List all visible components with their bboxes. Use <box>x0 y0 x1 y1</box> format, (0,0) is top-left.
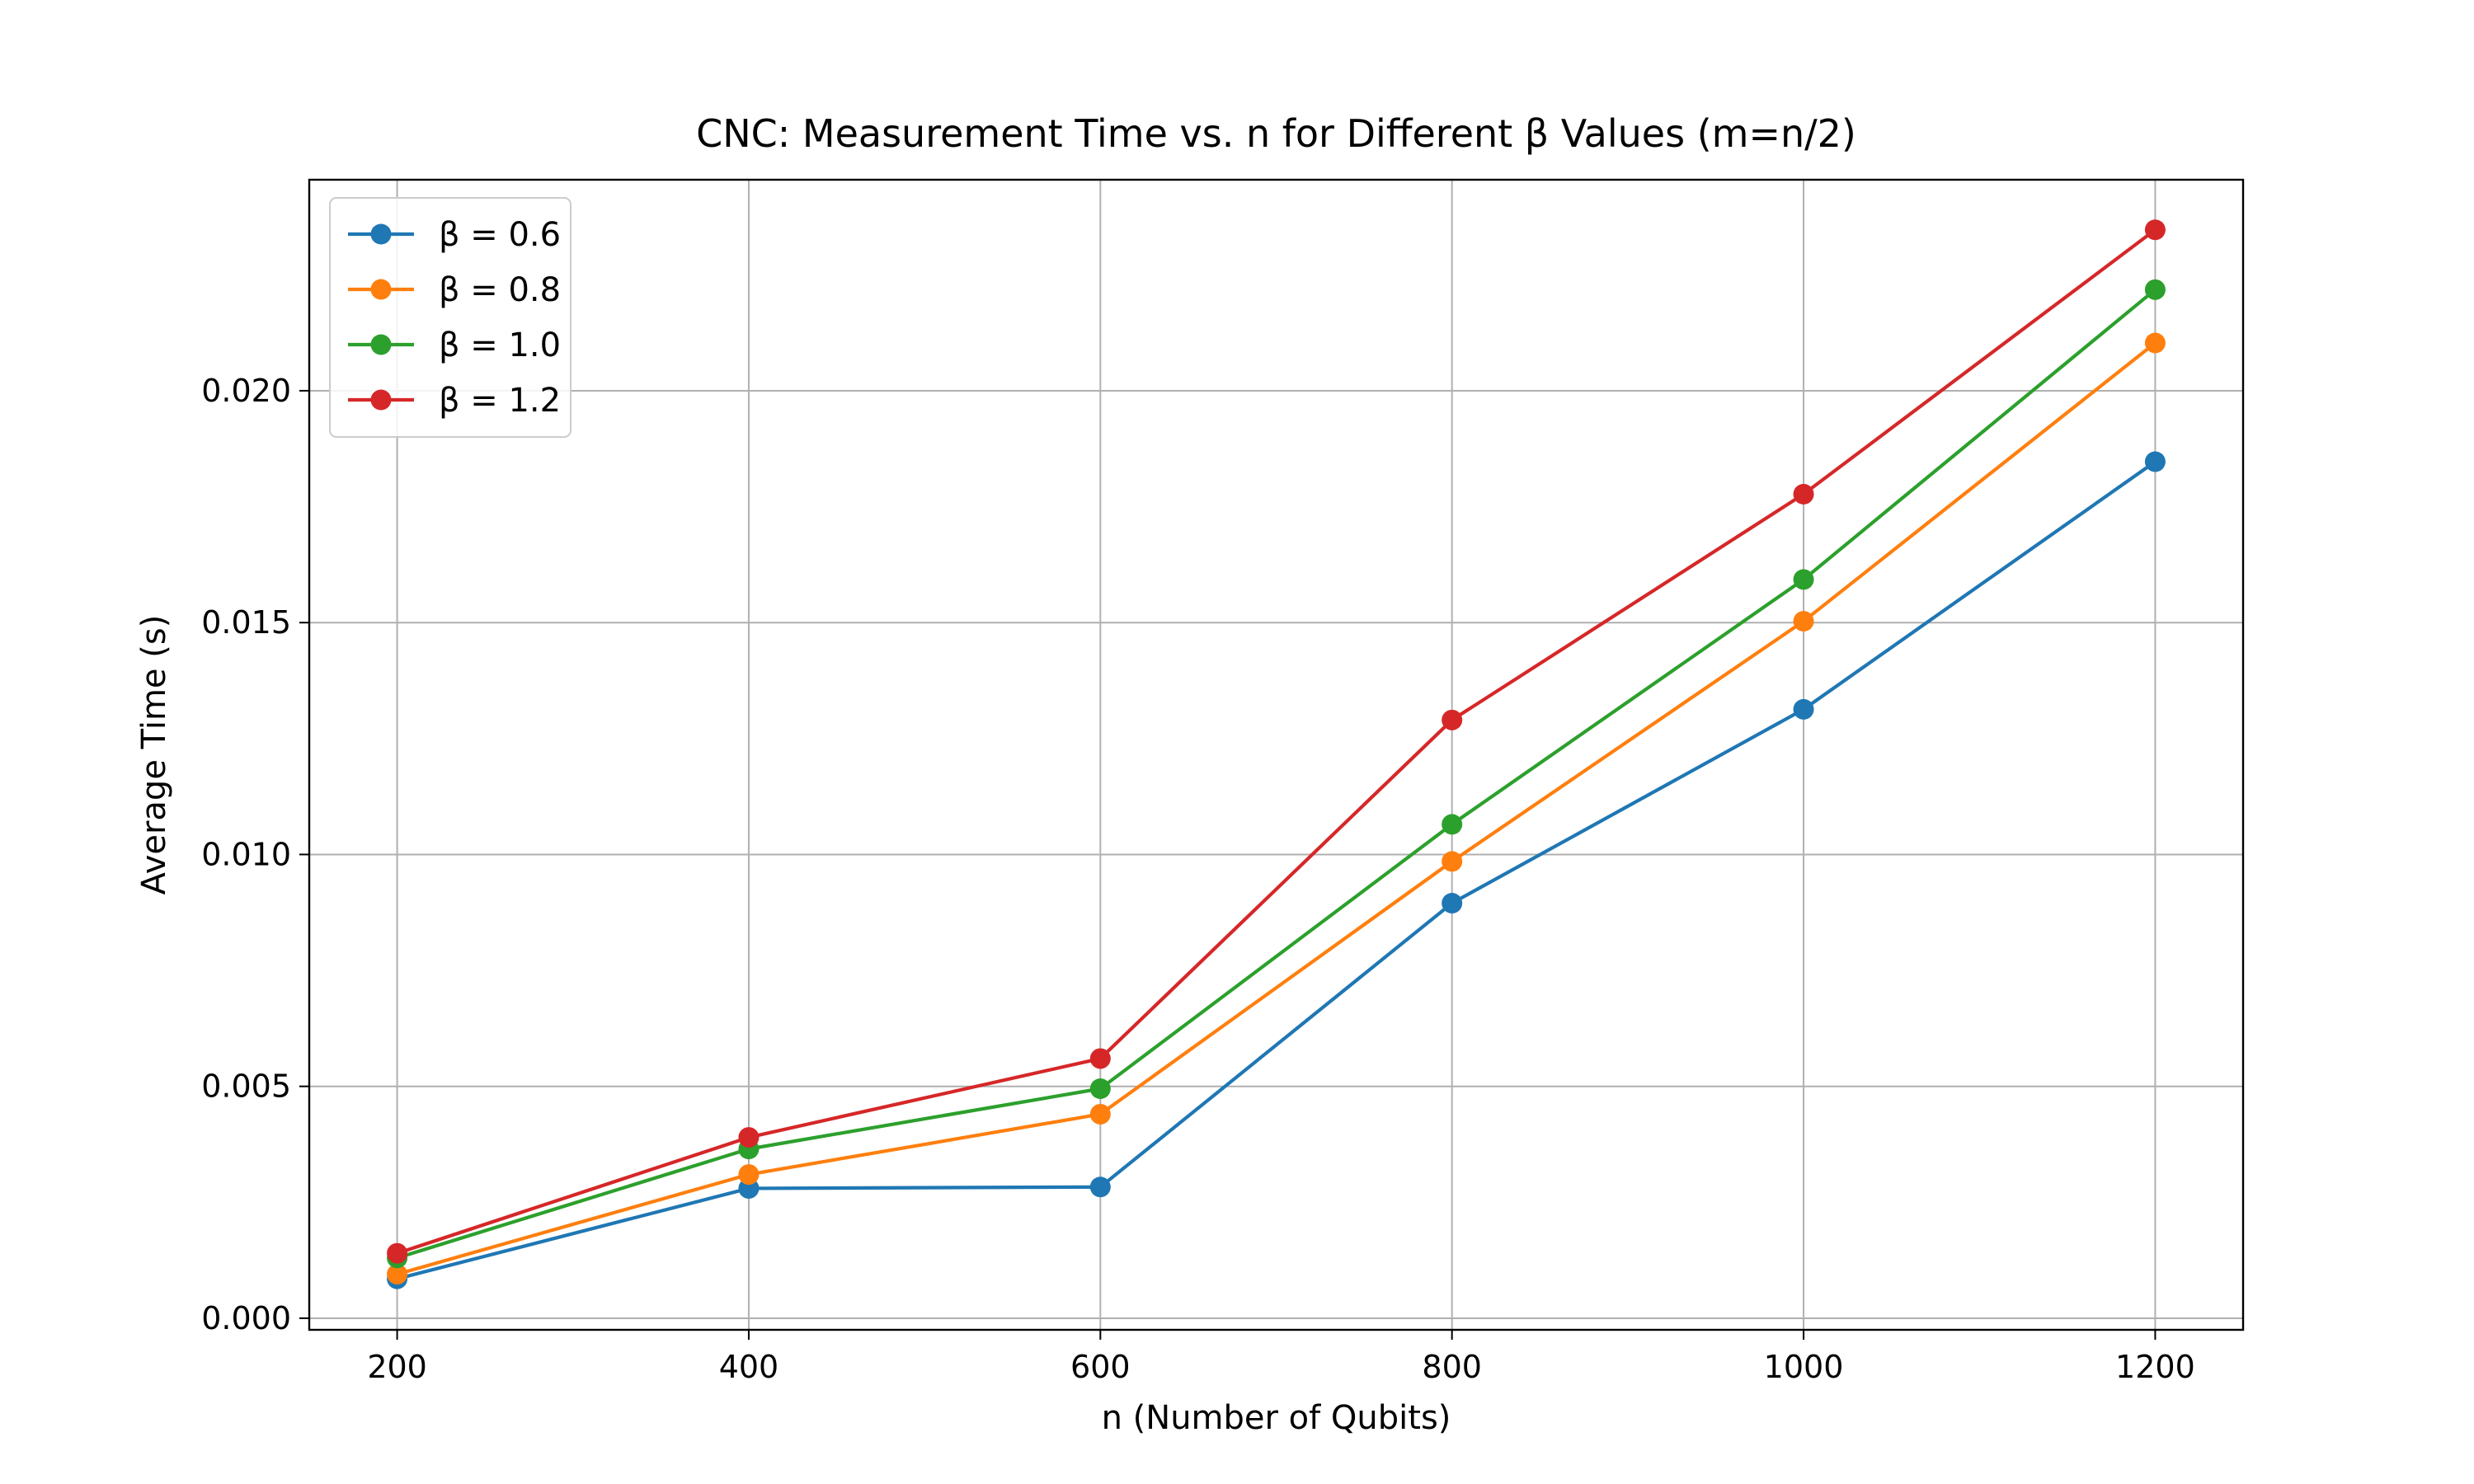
y-tick-label: 0.010 <box>201 836 291 872</box>
data-point <box>387 1264 408 1284</box>
plot-frame <box>308 178 2245 1331</box>
legend-item: β = 1.0 <box>348 326 561 364</box>
data-point <box>1442 709 1463 730</box>
data-point <box>1089 1103 1111 1125</box>
series-line <box>396 288 2157 1260</box>
y-axis-label: Average Time (s) <box>135 615 173 895</box>
x-tick-label: 400 <box>719 1349 779 1385</box>
data-point <box>2144 332 2166 354</box>
x-tick-label: 1000 <box>1764 1349 1844 1385</box>
legend-label: β = 1.0 <box>439 326 561 364</box>
data-point <box>1793 483 1814 505</box>
legend-swatch-marker <box>370 223 392 245</box>
x-tick-label: 1200 <box>2115 1349 2195 1385</box>
legend-swatch-marker <box>370 279 392 300</box>
legend-box <box>329 197 571 438</box>
data-point <box>1442 814 1463 835</box>
x-tick-label: 200 <box>367 1349 427 1385</box>
series-4 <box>387 219 2166 1264</box>
legend: β = 0.6 β = 0.8 β = 1.0 β = 1.2 <box>329 197 571 438</box>
y-tick-label: 0.000 <box>201 1300 291 1336</box>
x-axis-label: n (Number of Qubits) <box>1102 1399 1451 1437</box>
data-point <box>1089 1078 1111 1099</box>
data-point <box>1442 893 1463 913</box>
x-tick-label: 800 <box>1422 1349 1482 1385</box>
data-point <box>2144 279 2166 300</box>
data-point <box>738 1127 760 1148</box>
y-tick-label: 0.020 <box>201 373 291 409</box>
grid <box>309 180 2243 1330</box>
data-point <box>738 1164 760 1186</box>
legend-label: β = 1.2 <box>439 382 561 420</box>
data-point <box>1793 611 1814 632</box>
series-line <box>397 460 2157 1281</box>
series-2 <box>387 332 2166 1284</box>
data-point <box>1793 698 1814 720</box>
data-point <box>2144 451 2166 472</box>
y-tick-label: 0.005 <box>201 1068 291 1105</box>
data-point <box>1442 851 1463 872</box>
ticks: 200 400 600 800 1000 1200 0.000 0.005 0.010 0.015… <box>201 373 2195 1385</box>
data-point <box>387 1242 408 1264</box>
data-point <box>1089 1176 1111 1198</box>
legend-swatch-marker <box>370 389 392 411</box>
legend-item: β = 0.6 <box>348 216 561 254</box>
legend-item: β = 1.2 <box>348 382 561 420</box>
legend-swatch-marker <box>370 334 392 355</box>
legend-label: β = 0.8 <box>439 271 561 309</box>
legend-item: β = 0.8 <box>348 271 561 309</box>
y-tick-label: 0.015 <box>201 604 291 641</box>
series-layer <box>387 219 2166 1289</box>
series-line <box>397 341 2157 1276</box>
x-tick-label: 600 <box>1070 1349 1131 1385</box>
data-point <box>2144 219 2166 241</box>
legend-label: β = 0.6 <box>439 216 561 254</box>
data-point <box>1793 569 1814 590</box>
series-line <box>396 228 2157 1256</box>
chart-title: CNC: Measurement Time vs. n for Differen… <box>696 111 1856 156</box>
data-point <box>1089 1048 1111 1069</box>
